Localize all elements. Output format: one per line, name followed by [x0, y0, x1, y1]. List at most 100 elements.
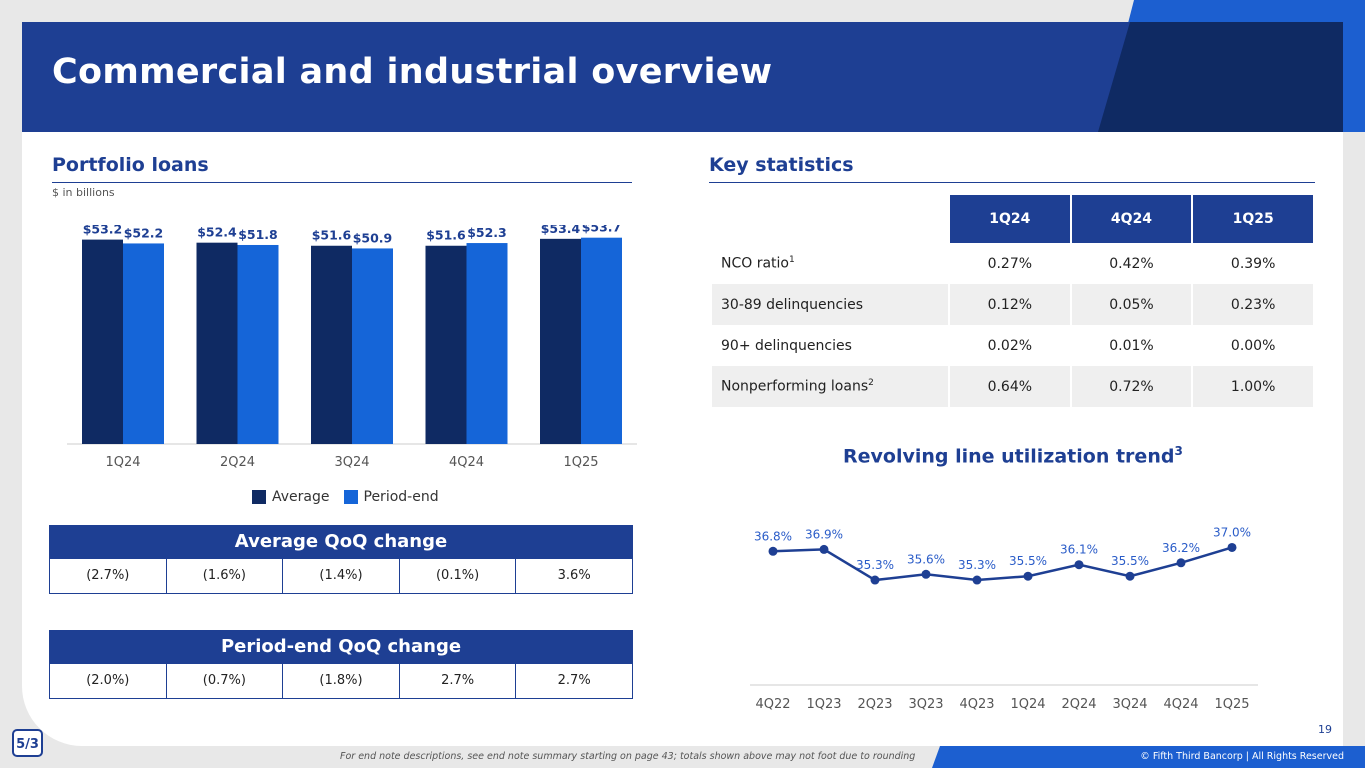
- bar-value-label: $51.8: [238, 227, 278, 242]
- x-tick-label: 1Q24: [1010, 697, 1045, 712]
- stats-row: NCO ratio1 0.27% 0.42% 0.39%: [712, 243, 1313, 284]
- bar-average: [196, 242, 238, 444]
- utilization-value-label: 36.2%: [1162, 541, 1200, 555]
- bar-average: [540, 238, 581, 444]
- bar-period-end: [581, 237, 622, 444]
- stats-row-label: 90+ delinquencies: [721, 337, 852, 354]
- average-qoq-title: Average QoQ change: [49, 525, 633, 559]
- logo-text: 5/3: [16, 737, 39, 752]
- bar-average: [311, 245, 352, 444]
- bar-value-label: $53.4: [541, 225, 581, 236]
- average-qoq-cell: (2.7%): [50, 559, 167, 593]
- utilization-point: [1023, 571, 1033, 581]
- average-qoq-cell: 3.6%: [557, 568, 591, 583]
- stats-cell: 0.00%: [1230, 337, 1276, 354]
- stats-cell: 0.23%: [1193, 284, 1313, 325]
- utilization-point: [1125, 571, 1135, 581]
- bar-period-end: [237, 244, 279, 444]
- page-title: Commercial and industrial overview: [52, 52, 773, 92]
- stats-header-row: 1Q24 4Q24 1Q25: [712, 195, 1313, 243]
- stats-cell: 0.05%: [1071, 284, 1192, 325]
- utilization-point: [972, 575, 982, 585]
- x-tick-label: 3Q24: [1112, 697, 1147, 712]
- bar-value-label: $52.2: [124, 225, 164, 240]
- bar-average: [82, 239, 123, 444]
- average-qoq-cell: (1.6%): [167, 559, 284, 593]
- stats-column-header: 4Q24: [1071, 195, 1192, 243]
- bar-value-label: $53.2: [83, 225, 123, 237]
- logo-mark: 5/3: [16, 737, 39, 752]
- utilization-point: [768, 546, 778, 556]
- stats-cell: 0.64%: [950, 366, 1070, 407]
- x-tick-label: 2Q24: [220, 455, 255, 470]
- utilization-point: [1176, 558, 1186, 568]
- bar-value-label: $53.7: [582, 225, 622, 235]
- stats-cell: 0.27%: [987, 255, 1033, 272]
- stats-cell: 0.42%: [1109, 255, 1154, 272]
- stats-cell: 0.01%: [1109, 337, 1154, 354]
- stats-header-blank: [712, 195, 948, 243]
- units-label: $ in billions: [52, 186, 115, 199]
- utilization-value-label: 35.6%: [907, 552, 945, 566]
- x-tick-label: 4Q24: [449, 455, 484, 470]
- header-accent-dark: [1098, 22, 1343, 132]
- bar-value-label: $52.4: [197, 225, 237, 240]
- period-end-qoq-cell: (2.0%): [50, 664, 167, 698]
- bar-value-label: $51.6: [312, 228, 352, 243]
- utilization-point: [1227, 542, 1237, 552]
- key-statistics-table: 1Q24 4Q24 1Q25 NCO ratio1 0.27% 0.42% 0.…: [710, 195, 1315, 407]
- bar-value-label: $52.3: [467, 225, 507, 240]
- utilization-point: [1074, 560, 1084, 570]
- period-end-qoq-cell: 2.7%: [557, 673, 591, 688]
- utilization-point: [819, 544, 829, 554]
- bar-value-label: $51.6: [426, 228, 466, 243]
- stats-row-label: NCO ratio1: [712, 243, 948, 284]
- x-tick-label: 4Q24: [1163, 697, 1198, 712]
- x-tick-label: 3Q24: [334, 455, 369, 470]
- x-tick-label: 1Q23: [806, 697, 841, 712]
- utilization-point: [921, 569, 931, 579]
- average-qoq-table: Average QoQ change (2.7%) (1.6%) (1.4%) …: [49, 525, 633, 594]
- bar-period-end: [352, 248, 393, 444]
- legend-period-end-swatch: [343, 490, 358, 504]
- stats-column-header: 1Q24: [950, 195, 1070, 243]
- key-statistics-heading: Key statistics: [709, 154, 1315, 183]
- stats-label-footnote: 1: [789, 255, 795, 266]
- utilization-line-chart: 36.8% 36.9% 35.3% 35.6% 35.3% 35.5% 36.1% 35.5%…: [750, 525, 1258, 712]
- stats-row-label: 30-89 delinquencies: [712, 284, 948, 325]
- legend-average: Average: [252, 489, 330, 505]
- trend-title-footnote: 3: [1174, 444, 1183, 458]
- period-end-qoq-cell: 2.7%: [400, 664, 517, 698]
- bar-period-end: [466, 243, 508, 444]
- x-tick-label: 3Q23: [908, 697, 943, 712]
- stats-cell: 0.39%: [1230, 255, 1276, 272]
- stats-row-label: Nonperforming loans2: [712, 366, 948, 407]
- utilization-value-label: 35.5%: [1009, 554, 1047, 568]
- utilization-value-label: 35.5%: [1111, 554, 1149, 568]
- utilization-value-label: 36.1%: [1060, 543, 1098, 557]
- trend-title: Revolving line utilization trend3: [843, 444, 1183, 467]
- average-qoq-cell: (0.1%): [400, 559, 517, 593]
- period-end-qoq-cell: (0.7%): [167, 664, 284, 698]
- legend-average-swatch: [252, 490, 266, 504]
- stats-label-footnote: 2: [868, 378, 874, 389]
- utilization-value-label: 35.3%: [856, 558, 894, 572]
- bar-period-end: [123, 243, 164, 444]
- utilization-value-label: 37.0%: [1213, 525, 1251, 539]
- bar-value-label: $50.9: [353, 230, 393, 245]
- period-end-qoq-cell: (1.8%): [283, 664, 400, 698]
- stats-cell: 0.02%: [987, 337, 1033, 354]
- x-tick-label: 1Q25: [563, 455, 598, 470]
- average-qoq-cell: (1.4%): [283, 559, 400, 593]
- trend-title-text: Revolving line utilization trend: [843, 445, 1175, 468]
- x-tick-label: 1Q24: [105, 455, 140, 470]
- average-qoq-row: (2.7%) (1.6%) (1.4%) (0.1%) 3.6%: [49, 559, 633, 594]
- period-end-qoq-table: Period-end QoQ change (2.0%) (0.7%) (1.8…: [49, 630, 633, 699]
- stats-label-text: Nonperforming loans: [721, 378, 869, 395]
- stats-cell: 0.12%: [950, 284, 1070, 325]
- stats-cell: 0.72%: [1071, 366, 1192, 407]
- stats-column-header: 1Q25: [1193, 195, 1313, 243]
- legend-average-label: Average: [272, 489, 330, 505]
- utilization-value-label: 36.9%: [805, 527, 843, 541]
